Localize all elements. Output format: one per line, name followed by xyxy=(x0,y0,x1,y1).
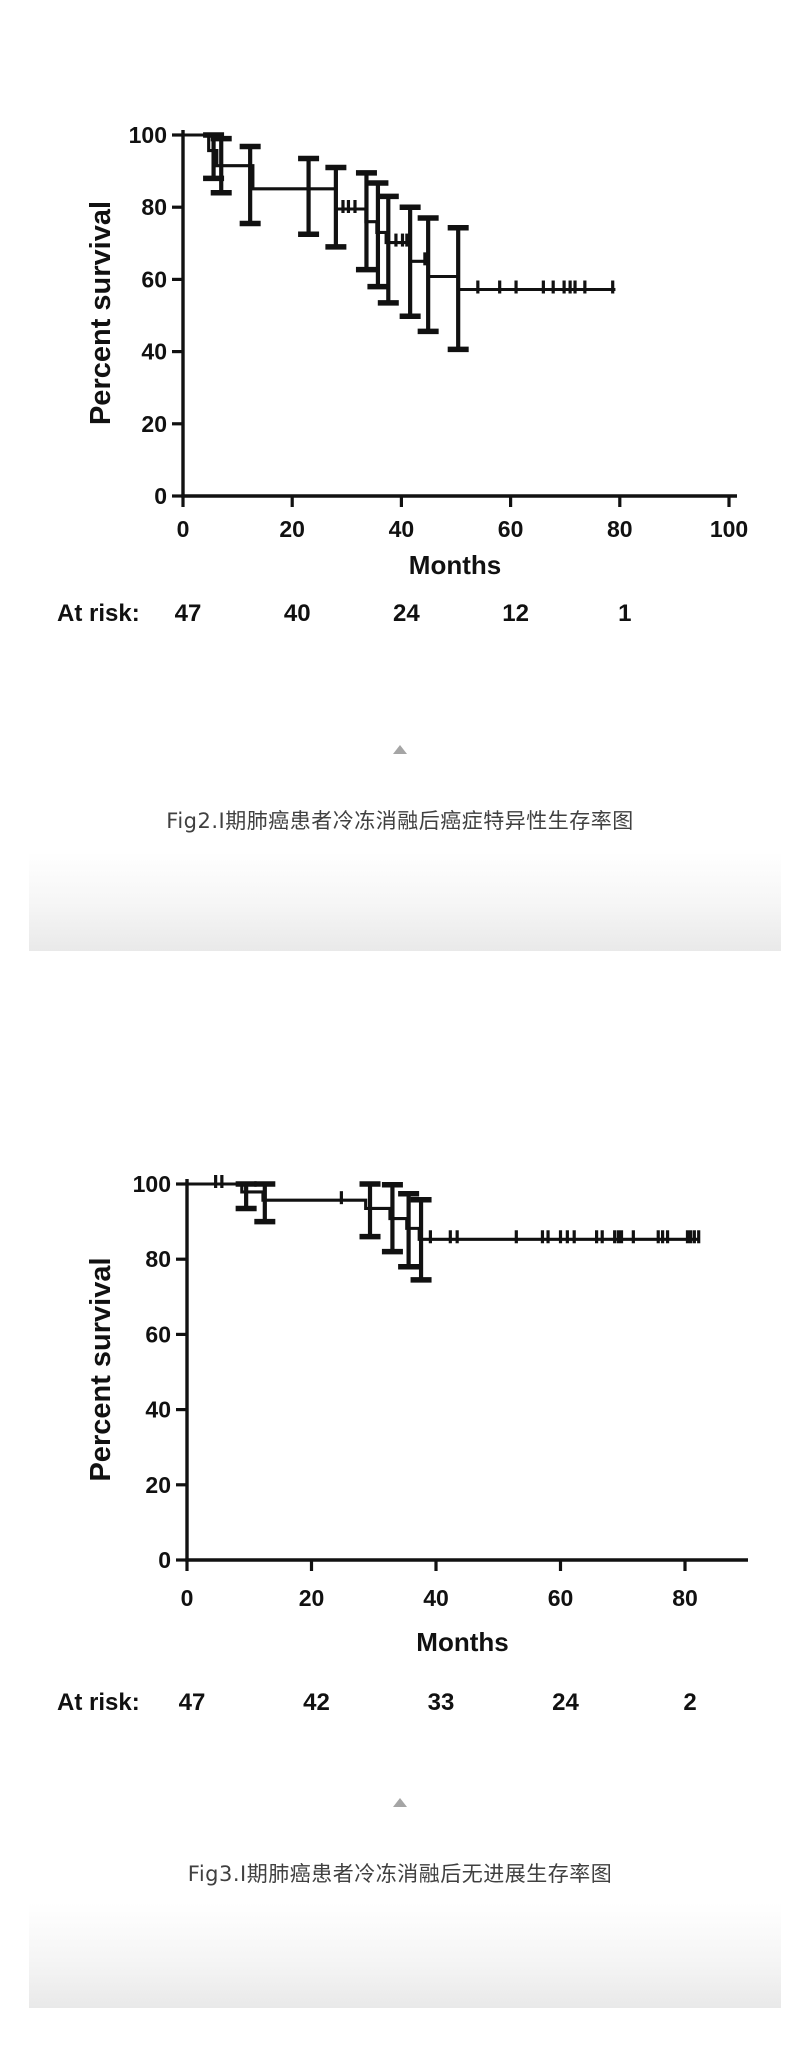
x-tick-label: 80 xyxy=(672,1585,698,1611)
at-risk-count: 40 xyxy=(284,600,311,627)
y-axis-title: Percent survival xyxy=(85,1257,117,1481)
x-tick-label: 40 xyxy=(389,516,415,542)
error-bar xyxy=(254,1181,276,1225)
y-tick-label: 100 xyxy=(133,1171,171,1197)
at-risk-count: 12 xyxy=(502,600,529,627)
fig2-survival-chart: 0 20 40 60 80 100 0 20 40 60 80 100 Months Percent su… xyxy=(57,122,748,627)
error-bar xyxy=(210,135,232,196)
y-tick-label: 20 xyxy=(145,1472,171,1498)
error-bar xyxy=(325,164,347,250)
error-bar xyxy=(355,170,377,273)
at-risk-count: 47 xyxy=(179,1689,206,1716)
error-bar xyxy=(235,1181,257,1212)
y-axis-title: Percent survival xyxy=(85,201,117,425)
error-bar xyxy=(359,1181,381,1240)
x-tick-label: 100 xyxy=(710,516,748,542)
at-risk-count: 47 xyxy=(175,600,202,627)
at-risk-count: 42 xyxy=(303,1689,330,1716)
error-bar xyxy=(377,193,399,306)
at-risk-count: 1 xyxy=(618,600,631,627)
y-tick-label: 0 xyxy=(154,483,167,509)
y-tick-label: 40 xyxy=(141,339,167,365)
at-risk-count: 24 xyxy=(552,1689,579,1716)
x-tick-label: 0 xyxy=(181,1585,194,1611)
error-bar xyxy=(410,1197,432,1283)
survival-curve xyxy=(183,133,616,292)
y-tick-label: 80 xyxy=(141,194,167,220)
x-tick-label: 60 xyxy=(548,1585,574,1611)
y-tick-label: 60 xyxy=(145,1321,171,1347)
fig2-caption: Fig2.I期肺癌患者冷冻消融后癌症特异性生存率图 xyxy=(166,809,634,833)
error-bar xyxy=(239,143,261,227)
y-tick-label: 80 xyxy=(145,1246,171,1272)
error-bar xyxy=(381,1182,403,1255)
fig2-collapse-triangle-icon[interactable] xyxy=(393,745,407,754)
fig3-collapse-triangle-icon[interactable] xyxy=(393,1798,407,1807)
y-tick-label: 60 xyxy=(141,266,167,292)
y-tick-label: 100 xyxy=(129,122,167,148)
fig3-progression-free-chart: 0 20 40 60 80 100 0 20 40 60 80 Months Percent survi… xyxy=(57,1171,748,1716)
y-tick-label: 40 xyxy=(145,1397,171,1423)
x-axis-title: Months xyxy=(416,1627,508,1657)
at-risk-count: 24 xyxy=(393,600,420,627)
x-tick-label: 0 xyxy=(177,516,190,542)
x-tick-label: 40 xyxy=(423,1585,449,1611)
error-bar xyxy=(417,215,439,335)
fig3-caption: Fig3.I期肺癌患者冷冻消融后无进展生存率图 xyxy=(187,1862,613,1886)
page-break-shadow xyxy=(29,852,781,951)
at-risk-label: At risk: xyxy=(57,600,140,627)
at-risk-label: At risk: xyxy=(57,1689,140,1716)
error-bar xyxy=(367,180,389,290)
error-bar xyxy=(298,155,320,238)
error-bar xyxy=(398,1191,420,1270)
x-tick-label: 20 xyxy=(279,516,305,542)
at-risk-row: At risk: 47 40 24 12 1 xyxy=(57,600,631,627)
y-tick-label: 0 xyxy=(158,1547,171,1573)
at-risk-count: 33 xyxy=(428,1689,455,1716)
error-bar xyxy=(447,225,469,353)
x-tick-label: 60 xyxy=(498,516,524,542)
page-break-shadow xyxy=(29,1903,781,2008)
x-tick-label: 20 xyxy=(299,1585,325,1611)
y-tick-label: 20 xyxy=(141,411,167,437)
at-risk-count: 2 xyxy=(683,1689,696,1716)
x-axis-title: Months xyxy=(409,550,501,580)
error-bar xyxy=(399,204,421,319)
at-risk-row: At risk: 47 42 33 24 2 xyxy=(57,1689,697,1716)
x-tick-label: 80 xyxy=(607,516,633,542)
